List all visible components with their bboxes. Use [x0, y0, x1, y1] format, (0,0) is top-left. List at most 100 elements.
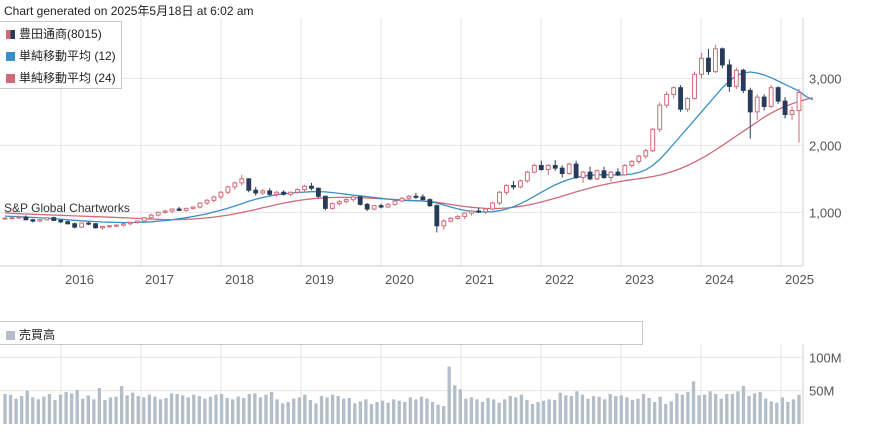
volume-bar	[519, 394, 524, 424]
volume-bar	[491, 399, 496, 424]
price-tick-label: 3,000	[809, 71, 842, 86]
candle-up	[162, 210, 168, 213]
volume-bar	[497, 402, 501, 424]
candle-up	[699, 57, 704, 75]
volume-bar	[319, 396, 324, 424]
candle-up	[733, 69, 739, 87]
candle-down	[58, 219, 64, 223]
candle-up	[232, 182, 238, 188]
volume-bar	[752, 393, 757, 424]
volume-bar	[3, 394, 7, 424]
legend-item-sma12[interactable]: 単純移動平均 (12)	[6, 47, 116, 64]
candle-up	[545, 164, 551, 170]
candle-down	[678, 87, 684, 110]
candle-down	[747, 89, 753, 113]
candlesticks	[2, 44, 802, 233]
volume-bar	[503, 399, 507, 424]
volume-bar	[186, 397, 190, 424]
candle-down	[267, 190, 273, 195]
volume-legend-item[interactable]: 売買高	[6, 326, 55, 343]
volume-bar	[58, 394, 63, 424]
volume-bar	[547, 399, 551, 424]
volume-bar	[514, 397, 518, 424]
volume-bar	[636, 398, 640, 424]
volume-bar	[447, 366, 451, 424]
candle-up	[796, 91, 802, 111]
volume-bar	[264, 394, 268, 424]
candle-down	[413, 195, 419, 198]
volume-bar	[430, 402, 435, 424]
volume-bar	[42, 396, 46, 424]
chart-generated-header: Chart generated on 2025年5月18日 at 6:02 am	[4, 4, 254, 18]
candle-down	[434, 205, 440, 227]
volume-bar	[541, 400, 546, 424]
volume-bar	[747, 396, 751, 424]
candle-up	[107, 225, 112, 228]
volume-bar	[53, 400, 57, 424]
volume-bar	[219, 394, 224, 424]
volume-bar	[597, 396, 601, 424]
candle-down	[719, 48, 725, 66]
legend-price-swatch	[6, 30, 15, 39]
volume-bar	[602, 399, 607, 424]
volume-bar	[36, 399, 40, 424]
candle-up	[664, 93, 670, 106]
volume-bar	[86, 395, 90, 424]
volume-bar	[236, 396, 240, 424]
volume-bar	[230, 399, 235, 424]
candle-down	[364, 203, 370, 210]
candle-up	[768, 87, 774, 107]
volume-bar	[414, 399, 418, 424]
candle-up	[636, 155, 642, 162]
volume-bar	[669, 401, 673, 424]
volume-bar	[108, 397, 113, 424]
candle-up	[448, 217, 454, 222]
candle-up	[260, 190, 266, 194]
candle-up	[120, 223, 126, 226]
volume-bar	[419, 396, 424, 424]
volume-tick-label: 50M	[809, 384, 834, 399]
volume-bar	[553, 400, 557, 424]
volume-bar	[158, 399, 163, 424]
volume-bar	[169, 393, 174, 424]
volume-bar	[564, 395, 568, 424]
candle-up	[288, 191, 293, 195]
volume-bar	[453, 385, 457, 424]
candle-up	[204, 199, 210, 204]
candle-up	[713, 48, 718, 73]
volume-bar	[347, 398, 351, 424]
candle-down	[281, 191, 287, 195]
volume-bar	[658, 396, 662, 424]
candle-down	[23, 216, 29, 221]
legend-item-price[interactable]: 豊田通商(8015)	[6, 25, 102, 42]
candle-up	[336, 201, 342, 205]
candle-up	[169, 208, 175, 212]
candle-up	[531, 164, 537, 173]
volume-bar	[47, 394, 52, 424]
candle-up	[183, 207, 189, 211]
candle-up	[517, 180, 523, 188]
volume-bar	[92, 399, 96, 424]
volume-grid	[0, 356, 803, 392]
volume-bar	[586, 398, 590, 424]
candle-up	[371, 205, 377, 210]
year-tick-label: 2023	[625, 272, 654, 287]
price-tick-label: 2,000	[809, 138, 842, 153]
candle-down	[706, 57, 711, 73]
candle-up	[671, 87, 677, 95]
volume-bar	[136, 396, 140, 424]
candle-up	[629, 160, 635, 166]
volume-bar	[780, 397, 785, 424]
volume-bar	[708, 391, 712, 424]
volume-bar	[342, 398, 346, 424]
legend-sma24-swatch	[6, 74, 15, 83]
volume-bar	[103, 400, 107, 424]
x-axis: 2016 2017 2018 2019 2020 2021 2022 2023 2024 2025	[65, 272, 814, 287]
volume-bar	[719, 398, 723, 424]
volume-bar	[386, 402, 390, 424]
volume-bar	[486, 398, 490, 424]
legend-item-sma24[interactable]: 単純移動平均 (24)	[6, 69, 116, 86]
volume-bar	[408, 397, 412, 424]
volume-bar	[614, 396, 618, 424]
